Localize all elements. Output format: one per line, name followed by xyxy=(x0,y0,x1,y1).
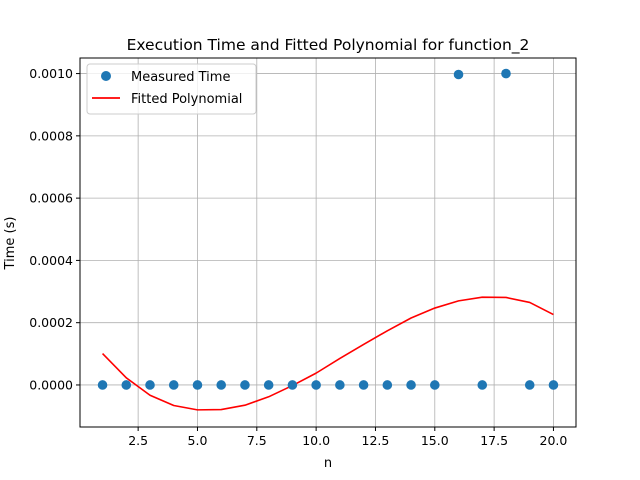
measured-time-point xyxy=(216,380,227,390)
measured-time-point xyxy=(192,380,203,390)
legend: Measured Time Fitted Polynomial xyxy=(86,63,257,115)
x-tick-label: 17.5 xyxy=(480,433,508,448)
measured-time-point xyxy=(311,380,321,390)
measured-time-point xyxy=(287,380,298,390)
x-tick-label: 15.0 xyxy=(421,433,449,448)
measured-time-point xyxy=(145,380,155,390)
x-tick-label: 2.5 xyxy=(128,433,148,448)
measured-time-point xyxy=(406,380,416,390)
y-tick-label: 0.0006 xyxy=(29,191,73,206)
y-tick-label: 0.0010 xyxy=(29,66,73,81)
x-axis-label: n xyxy=(324,456,332,471)
legend-fitted-polynomial-label: Fitted Polynomial xyxy=(131,92,242,107)
measured-time-series xyxy=(97,68,559,390)
y-tick-label: 0.0000 xyxy=(29,377,73,392)
x-axis-ticks: 2.5 5.0 7.5 10.0 12.5 15.0 17.5 20.0 xyxy=(128,427,567,448)
x-tick-label: 5.0 xyxy=(188,433,208,448)
measured-time-point xyxy=(524,380,535,390)
y-axis-ticks: 0.0000 0.0002 0.0004 0.0006 0.0008 0.0010 xyxy=(29,66,80,392)
measured-time-point xyxy=(240,380,250,390)
y-tick-label: 0.0002 xyxy=(29,315,73,330)
measured-time-point xyxy=(97,380,108,390)
measured-time-point xyxy=(477,380,488,390)
measured-time-point xyxy=(121,380,132,390)
measured-time-point xyxy=(168,380,179,390)
plot-area-frame xyxy=(79,57,577,428)
y-tick-label: 0.0004 xyxy=(29,253,73,268)
fitted-polynomial-series xyxy=(101,296,554,411)
x-tick-label: 10.0 xyxy=(302,433,330,448)
measured-time-point xyxy=(501,68,511,79)
y-axis-label: Time (s) xyxy=(3,217,18,271)
measured-time-point xyxy=(263,380,274,390)
legend-measured-time-marker xyxy=(101,71,111,81)
measured-time-point xyxy=(429,380,440,390)
y-tick-label: 0.0008 xyxy=(29,128,73,143)
chart-title: Execution Time and Fitted Polynomial for… xyxy=(127,36,530,55)
x-tick-label: 20.0 xyxy=(540,433,568,448)
legend-measured-time-label: Measured Time xyxy=(131,70,230,85)
measured-time-point xyxy=(382,380,393,390)
fitted-polynomial-line xyxy=(101,296,554,411)
x-tick-label: 12.5 xyxy=(362,433,390,448)
legend-box xyxy=(86,63,257,115)
grid-lines xyxy=(80,58,576,427)
measured-time-point xyxy=(453,69,464,80)
measured-time-point xyxy=(335,380,345,390)
measured-time-point xyxy=(548,380,559,390)
x-tick-label: 7.5 xyxy=(247,433,267,448)
measured-time-point xyxy=(358,380,369,390)
